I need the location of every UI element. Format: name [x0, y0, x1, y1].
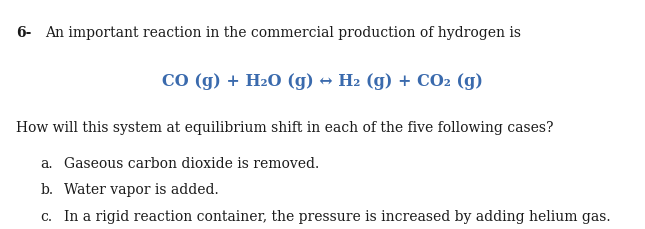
Text: In a rigid reaction container, the pressure is increased by adding helium gas.: In a rigid reaction container, the press… — [64, 210, 611, 224]
Text: a.: a. — [41, 157, 54, 171]
Text: b.: b. — [41, 183, 54, 197]
Text: CO (g) + H₂O (g) ↔ H₂ (g) + CO₂ (g): CO (g) + H₂O (g) ↔ H₂ (g) + CO₂ (g) — [162, 73, 483, 90]
Text: c.: c. — [41, 210, 53, 224]
Text: 6-: 6- — [16, 26, 32, 40]
Text: Water vapor is added.: Water vapor is added. — [64, 183, 219, 197]
Text: How will this system at equilibrium shift in each of the five following cases?: How will this system at equilibrium shif… — [16, 121, 553, 135]
Text: An important reaction in the commercial production of hydrogen is: An important reaction in the commercial … — [45, 26, 521, 40]
Text: Gaseous carbon dioxide is removed.: Gaseous carbon dioxide is removed. — [64, 157, 320, 171]
